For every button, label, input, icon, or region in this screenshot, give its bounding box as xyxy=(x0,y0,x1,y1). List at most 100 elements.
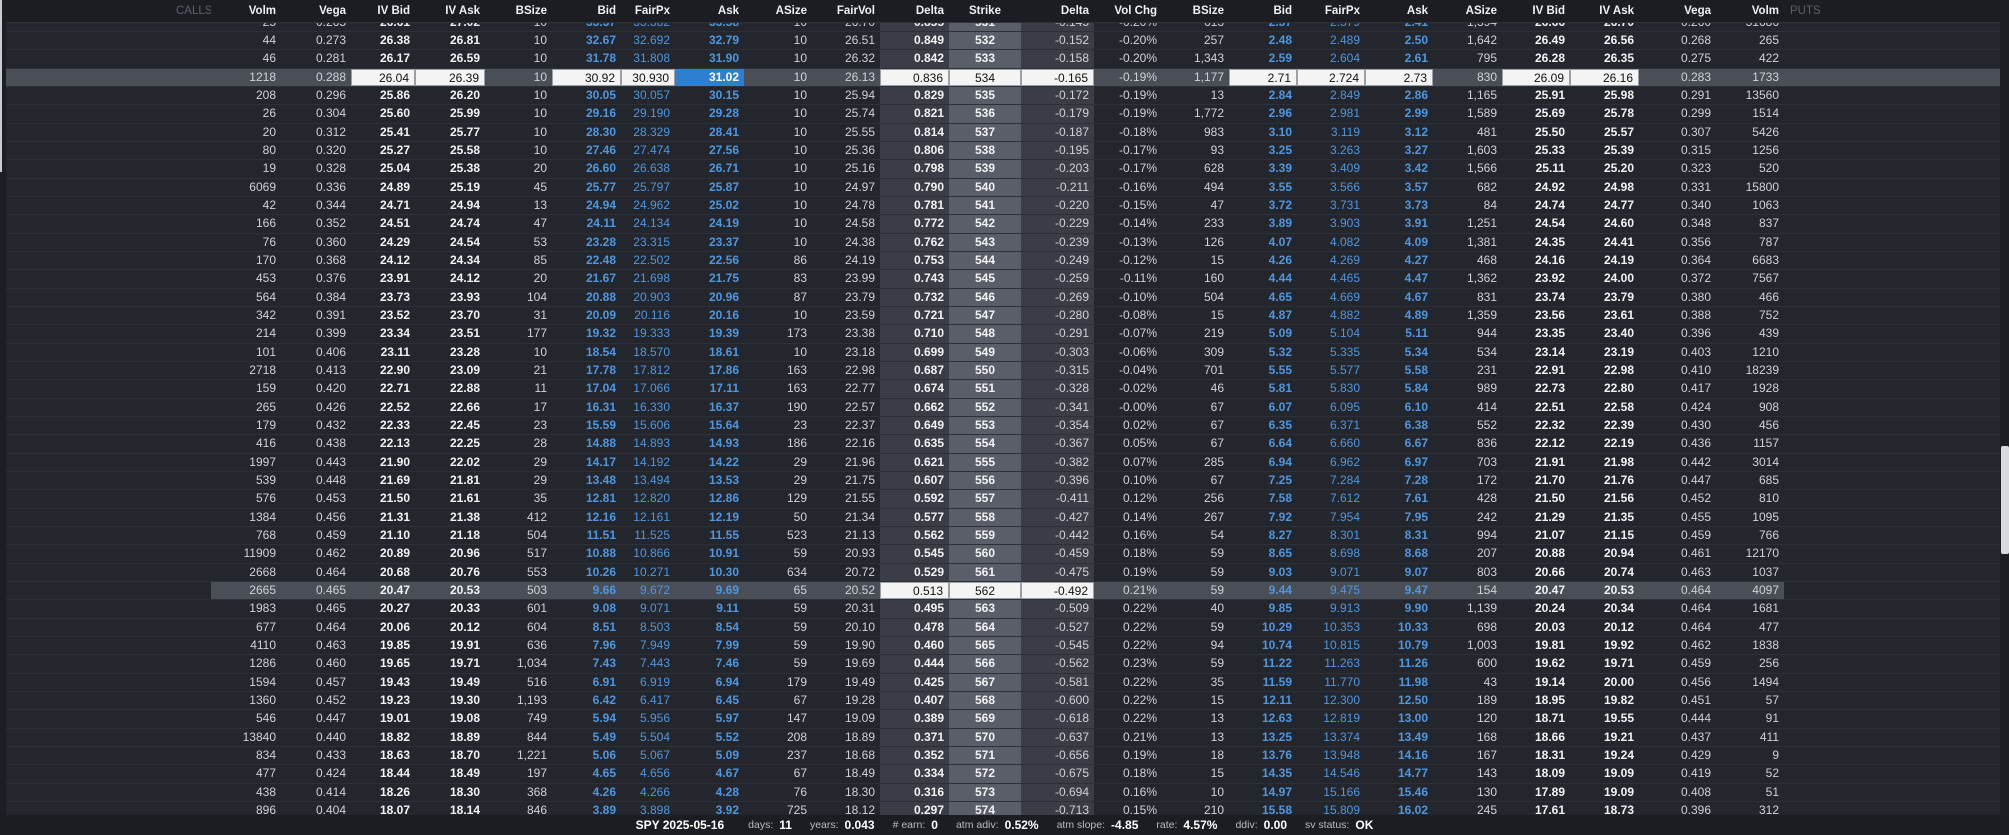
cell: 20.96 xyxy=(449,546,480,561)
option-row[interactable]: 214 0.399 23.34 23.51 177 19.32 19.333 19.39 173… xyxy=(6,325,2000,344)
option-row[interactable]: 438 0.414 18.26 18.30 368 4.26 4.266 4.28 76 18.3… xyxy=(6,783,2000,802)
cell: -0.152 xyxy=(1021,32,1094,50)
cell: 31.90 xyxy=(708,51,739,66)
option-row[interactable]: 26 0.304 25.60 25.99 10 29.16 29.190 29.28 10 25.… xyxy=(6,105,2000,124)
option-row[interactable]: 2718 0.413 22.90 23.09 21 17.78 17.812 17.86 163… xyxy=(6,361,2000,381)
scroll-thumb[interactable] xyxy=(2001,446,2009,554)
option-row[interactable]: 20 0.312 25.41 25.77 10 28.30 28.329 28.41 10 25.… xyxy=(6,123,2000,142)
cell: 12170 xyxy=(1745,546,1779,561)
cell: 576 xyxy=(255,491,276,506)
option-row[interactable]: 19 0.328 25.04 25.38 20 26.60 26.638 26.71 10 25.… xyxy=(6,160,2000,179)
column-header[interactable]: Strike xyxy=(969,5,1001,17)
column-header[interactable]: ASize xyxy=(1465,5,1497,17)
option-row[interactable]: 1983 0.465 20.27 20.33 601 9.08 9.071 9.11 59 20.… xyxy=(6,600,2000,619)
column-header[interactable]: Bid xyxy=(597,5,616,17)
option-row[interactable]: 546 0.447 19.01 19.08 749 5.94 5.956 5.97 147 19.… xyxy=(6,710,2000,729)
cell: 3.92 xyxy=(715,802,739,815)
cell: 26.16 xyxy=(1570,68,1639,87)
cell: 1157 xyxy=(1753,436,1779,451)
cell: 0.459 xyxy=(1680,527,1711,542)
column-header[interactable]: IV Ask xyxy=(1599,5,1634,17)
option-row[interactable]: 208 0.296 25.86 26.20 10 30.05 30.057 30.15 10 25… xyxy=(6,87,2000,106)
cell: 0.442 xyxy=(1680,454,1711,469)
option-row[interactable]: 2665 0.465 20.47 20.53 503 9.66 9.672 9.69 65 20.… xyxy=(6,581,2000,601)
cell: 2.724 xyxy=(1297,68,1365,87)
column-header[interactable]: Delta xyxy=(1060,5,1089,17)
cell: 0.849 xyxy=(880,32,949,50)
option-row[interactable]: 1594 0.457 19.43 19.49 516 6.91 6.919 6.94 179 19… xyxy=(6,673,2000,692)
cell: 0.836 xyxy=(880,68,949,87)
cell: 233 xyxy=(1203,216,1224,231)
column-header[interactable]: IV Bid xyxy=(377,5,410,17)
option-row[interactable]: 477 0.424 18.44 18.49 197 4.65 4.656 4.67 67 18.4… xyxy=(6,765,2000,784)
cell: 0.448 xyxy=(315,472,346,487)
column-header[interactable]: BSize xyxy=(1192,5,1224,17)
column-header[interactable]: IV Ask xyxy=(445,5,480,17)
column-header[interactable]: IV Bid xyxy=(1532,5,1565,17)
option-row[interactable]: 265 0.426 22.52 22.66 17 16.31 16.330 16.37 190 2… xyxy=(6,398,2000,417)
option-row[interactable]: 768 0.459 21.10 21.18 504 11.51 11.525 11.55 523… xyxy=(6,526,2000,546)
option-row[interactable]: 11909 0.462 20.89 20.96 517 10.88 10.866 10.91 5… xyxy=(6,545,2000,564)
column-header[interactable]: Ask xyxy=(717,5,739,17)
cell: 0.352 xyxy=(880,746,949,765)
column-header[interactable]: FairPx xyxy=(634,5,670,17)
column-header[interactable]: Vega xyxy=(1684,5,1711,17)
column-header[interactable]: ASize xyxy=(775,5,807,17)
option-row[interactable]: 170 0.368 24.12 24.34 85 22.48 22.502 22.56 86 24… xyxy=(6,251,2000,271)
option-row[interactable]: 539 0.448 21.69 21.81 29 13.48 13.494 13.53 29 21… xyxy=(6,471,2000,491)
column-header[interactable]: Delta xyxy=(915,5,944,17)
cell: -0.220 xyxy=(1021,197,1094,215)
option-row[interactable]: 179 0.432 22.33 22.45 23 15.59 15.606 15.64 23 22… xyxy=(6,416,2000,436)
option-row[interactable]: 576 0.453 21.50 21.61 35 12.81 12.820 12.86 129 2… xyxy=(6,490,2000,509)
cell: 456 xyxy=(1758,417,1779,432)
column-header[interactable]: Volm xyxy=(248,5,276,17)
cell: 0.376 xyxy=(315,271,346,286)
option-row[interactable]: 1360 0.452 19.23 19.30 1,193 6.42 6.417 6.45 67 1… xyxy=(6,691,2000,711)
option-row[interactable]: 416 0.438 22.13 22.25 28 14.88 14.893 14.93 186 2… xyxy=(6,435,2000,454)
option-row[interactable]: 6069 0.336 24.89 25.19 45 25.77 25.797 25.87 10 2… xyxy=(6,178,2000,197)
option-row[interactable]: 453 0.376 23.91 24.12 20 21.67 21.698 21.75 83 23… xyxy=(6,270,2000,289)
option-row[interactable]: 166 0.352 24.51 24.74 47 24.11 24.134 24.19 10 24… xyxy=(6,215,2000,234)
option-row[interactable]: 80 0.320 25.27 25.58 10 27.46 27.474 27.56 10 25.… xyxy=(6,142,2000,161)
option-row[interactable]: 2668 0.464 20.68 20.76 553 10.26 10.271 10.30 63… xyxy=(6,563,2000,582)
option-row[interactable]: 42 0.344 24.71 24.94 13 24.94 24.962 25.02 10 24.… xyxy=(6,197,2000,216)
option-row[interactable]: 1218 0.288 26.04 26.39 10 30.92 30.930 31.02 10 2… xyxy=(6,68,2000,88)
option-row[interactable]: 159 0.420 22.71 22.88 11 17.04 17.066 17.11 163 2… xyxy=(6,380,2000,399)
column-header[interactable]: Bid xyxy=(1273,5,1292,17)
option-row[interactable]: 564 0.384 23.73 23.93 104 20.88 20.903 20.96 87 2… xyxy=(6,288,2000,307)
option-row[interactable]: 1286 0.460 19.65 19.71 1,034 7.43 7.443 7.46 59 1… xyxy=(6,655,2000,674)
option-row[interactable]: 896 0.404 18.07 18.14 846 3.89 3.898 3.92 725 18.… xyxy=(6,801,2000,815)
option-row[interactable]: 834 0.433 18.63 18.70 1,221 5.06 5.067 5.09 237 1… xyxy=(6,746,2000,766)
option-row[interactable]: 101 0.406 23.11 23.28 10 18.54 18.570 18.61 10 23… xyxy=(6,343,2000,362)
cell: 23.70 xyxy=(449,307,480,322)
option-row[interactable]: 1997 0.443 21.90 22.02 29 14.17 14.192 14.22 29 2… xyxy=(6,453,2000,472)
column-header[interactable]: FairVol xyxy=(836,5,875,17)
cell: 22.16 xyxy=(844,436,875,451)
cell: 21.75 xyxy=(708,271,739,286)
cell: 5.49 xyxy=(592,729,616,744)
option-row[interactable]: 1384 0.456 21.31 21.38 412 12.16 12.161 12.19 50… xyxy=(6,508,2000,527)
scrollbar[interactable] xyxy=(2000,0,2009,815)
cell: 23 xyxy=(533,417,547,432)
cell: 4.07 xyxy=(1268,234,1292,249)
cell: 19.39 xyxy=(708,326,739,341)
cell: 2.61 xyxy=(1404,51,1428,66)
option-row[interactable]: 677 0.464 20.06 20.12 604 8.51 8.503 8.54 59 20.1… xyxy=(6,618,2000,637)
column-header[interactable]: FairPx xyxy=(1324,5,1360,17)
column-header[interactable]: Vega xyxy=(319,5,346,17)
column-header[interactable]: Vol Chg xyxy=(1114,5,1157,17)
option-row[interactable]: 4110 0.463 19.85 19.91 636 7.96 7.949 7.99 59 19.… xyxy=(6,636,2000,656)
cell: 1,589 xyxy=(1466,106,1497,121)
option-row[interactable]: 46 0.281 26.17 26.59 10 31.78 31.808 31.90 10 26.… xyxy=(6,50,2000,69)
option-row[interactable]: 76 0.360 24.29 24.54 53 23.28 23.315 23.37 10 24.… xyxy=(6,233,2000,252)
column-header[interactable]: Volm xyxy=(1751,5,1779,17)
option-row[interactable]: 44 0.273 26.38 26.81 10 32.67 32.692 32.79 10 26.… xyxy=(6,32,2000,51)
option-row[interactable]: 342 0.391 23.52 23.70 31 20.09 20.116 20.16 10 23… xyxy=(6,306,2000,326)
column-header[interactable]: BSize xyxy=(515,5,547,17)
option-row[interactable]: 13840 0.440 18.82 18.89 844 5.49 5.504 5.52 208 1… xyxy=(6,728,2000,747)
row-spacer xyxy=(1784,509,1998,526)
column-header[interactable]: Ask xyxy=(1406,5,1428,17)
cell: 8.51 xyxy=(592,619,616,634)
cell: 2.489 xyxy=(1329,33,1360,48)
status-value: 0.043 xyxy=(844,818,875,832)
